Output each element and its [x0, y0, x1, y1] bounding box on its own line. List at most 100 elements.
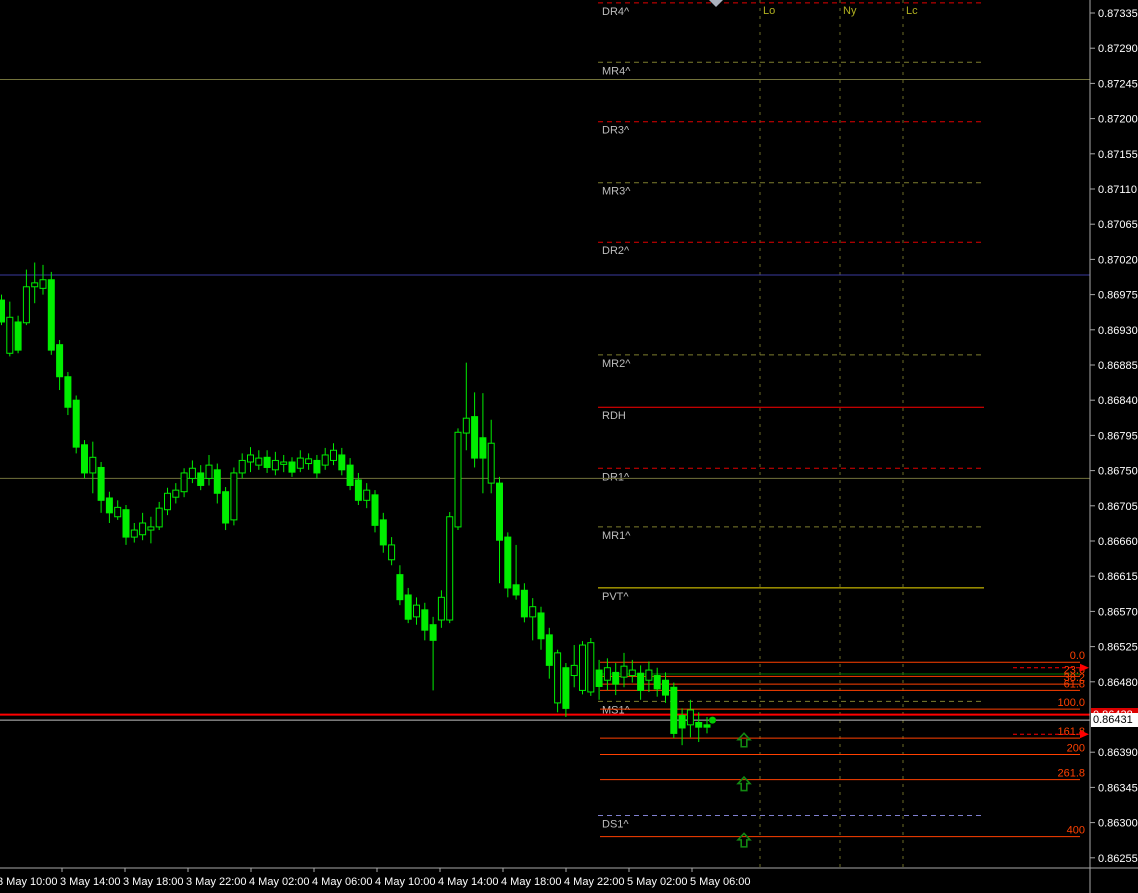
fib-label-61.8: 61.8	[1064, 678, 1085, 690]
price-axis-label: 0.86390	[1098, 747, 1138, 759]
pivot-level-label-mr2: MR2^	[602, 358, 631, 370]
time-axis-label: 4 May 10:00	[375, 876, 436, 888]
candle-body	[562, 667, 570, 709]
candle-body	[130, 529, 138, 538]
candle-body	[222, 491, 230, 524]
candle-body	[695, 721, 703, 728]
candle-body	[612, 671, 620, 685]
candle-body	[537, 612, 545, 640]
candle-body	[371, 494, 379, 526]
candle-body	[645, 669, 653, 681]
time-axis-label: 4 May 18:00	[501, 876, 562, 888]
time-axis-label: 4 May 02:00	[249, 876, 310, 888]
candle-body	[637, 672, 645, 691]
candle-body	[14, 321, 22, 351]
candle-body	[446, 516, 454, 621]
top-triangle-marker-icon	[709, 0, 723, 7]
price-axis-label: 0.86840	[1098, 395, 1138, 407]
candle-body	[0, 299, 5, 323]
price-axis-label: 0.86615	[1098, 571, 1138, 583]
pivot-level-label-dr4: DR4^	[602, 6, 630, 18]
candle-body	[628, 669, 636, 677]
candle-body	[487, 442, 495, 484]
candle-body	[363, 489, 371, 501]
price-axis-label: 0.87245	[1098, 78, 1138, 90]
price-axis-label: 0.86255	[1098, 853, 1138, 865]
candle-body	[296, 457, 304, 469]
candle-body	[653, 675, 661, 690]
buy-up-arrow-icon	[736, 775, 752, 792]
price-axis-label: 0.86885	[1098, 360, 1138, 372]
pivot-level-label-mr3: MR3^	[602, 186, 631, 198]
session-label-ny: Ny	[843, 5, 857, 17]
candle-body	[579, 644, 586, 691]
price-axis-label: 0.87290	[1098, 43, 1138, 55]
candle-body	[238, 459, 246, 474]
candle-body	[64, 376, 72, 408]
candle-body	[213, 469, 221, 494]
price-axis-label: 0.86660	[1098, 536, 1138, 548]
price-axis-label: 0.87155	[1098, 149, 1138, 161]
time-axis-label: 3 May 22:00	[186, 876, 247, 888]
fib-label-0.0: 0.0	[1070, 650, 1085, 662]
candle-body	[587, 642, 595, 693]
candle-body	[172, 489, 180, 498]
candle-body	[354, 479, 362, 501]
candle-body	[678, 714, 686, 729]
candle-body	[620, 665, 628, 678]
candle-body	[39, 279, 47, 289]
alert-arrow-icon	[1080, 730, 1089, 739]
candle-body	[197, 472, 205, 486]
price-axis-label: 0.86480	[1098, 677, 1138, 689]
time-axis-label: 4 May 22:00	[564, 876, 625, 888]
candle-body	[662, 679, 669, 696]
candle-body	[570, 664, 578, 677]
pivot-level-label-ms1: MS1^	[602, 704, 631, 716]
pivot-level-label-mr1: MR1^	[602, 530, 631, 542]
candle-body	[413, 604, 420, 618]
fib-label-38.2: 38.2	[1064, 672, 1085, 684]
candle-body	[164, 492, 171, 511]
price-axis-label: 0.87065	[1098, 219, 1138, 231]
fib-label-200: 200	[1067, 743, 1085, 755]
candle-body	[462, 417, 470, 434]
candle-body	[330, 449, 337, 461]
candle-body	[288, 461, 296, 473]
candle-body	[520, 589, 528, 618]
candle-body	[56, 344, 64, 378]
candle-body	[72, 399, 80, 448]
candle-body	[155, 507, 163, 528]
candle-body	[180, 472, 188, 493]
candle-body	[313, 459, 321, 474]
pivot-level-label-dr1: DR1^	[602, 471, 630, 483]
candle-body	[271, 459, 279, 471]
price-axis-label: 0.86795	[1098, 430, 1138, 442]
fib-label-100.0: 100.0	[1057, 697, 1085, 709]
pivot-level-label-mr4: MR4^	[602, 65, 631, 77]
candle-body	[47, 279, 55, 351]
pivot-level-label-dr2: DR2^	[602, 245, 630, 257]
session-label-lc: Lc	[906, 5, 918, 17]
price-axis-label: 0.87335	[1098, 8, 1138, 20]
candle-body	[114, 506, 122, 518]
price-axis-label: 0.86930	[1098, 325, 1138, 337]
candle-body	[512, 584, 520, 596]
buy-up-arrow-icon	[736, 732, 752, 748]
time-axis-label: 5 May 06:00	[690, 876, 751, 888]
candle-body	[479, 437, 487, 459]
candle-body	[554, 652, 562, 704]
candle-body	[603, 667, 611, 681]
fib-label-261.8: 261.8	[1057, 768, 1085, 780]
candle-body	[230, 472, 238, 521]
fib-label-161.8: 161.8	[1057, 726, 1085, 738]
candle-body	[105, 497, 113, 514]
time-axis-label: 3 May 14:00	[60, 876, 121, 888]
candle-body	[703, 724, 711, 728]
candle-body	[504, 536, 512, 589]
candle-body	[205, 464, 213, 479]
candle-body	[404, 594, 412, 620]
time-axis-label: 3 May 18:00	[123, 876, 184, 888]
candle-body	[471, 416, 479, 459]
